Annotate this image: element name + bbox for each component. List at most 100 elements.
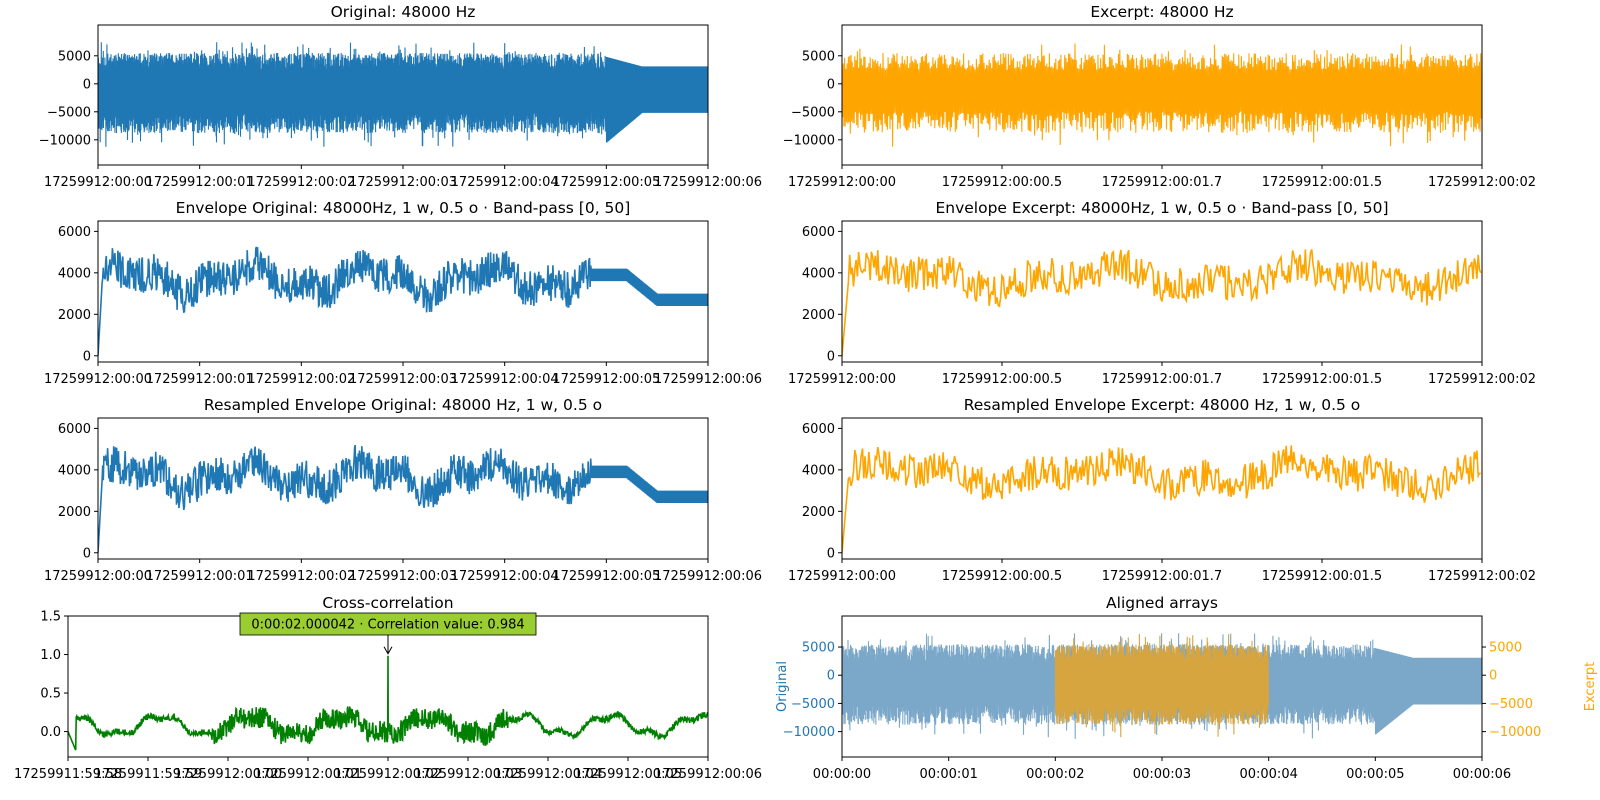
x-tick-label: 17259912:00:02 [334, 767, 442, 782]
x-tick-label: 17259912:00:01.7 [1102, 569, 1222, 584]
x-tick-label: 17259912:00:01 [254, 767, 362, 782]
env_exc-series-line [842, 249, 1482, 356]
x-tick-label: 17259912:00:04 [451, 569, 559, 584]
axes-frame [841, 417, 1483, 560]
chart-title: Cross-correlation [322, 594, 453, 612]
y-tick-label: 0 [827, 669, 835, 684]
chart-title: Aligned arrays [1106, 594, 1218, 612]
x-tick-label: 00:00:01 [919, 767, 977, 782]
plot-area [98, 42, 708, 147]
y-tick-label: 2000 [802, 505, 835, 520]
x-tick-label: 17259912:00:01 [146, 175, 254, 190]
y-tick-label: 2000 [802, 308, 835, 323]
rs_exc-series-line [842, 445, 1481, 553]
y-tick-label: 5000 [802, 49, 835, 64]
axes-frame [841, 220, 1483, 363]
xcorr-series-line [68, 655, 708, 751]
y-tick-label: 0.0 [40, 725, 61, 740]
y-tick-label: −5000 [791, 697, 835, 712]
chart-title: Original: 48000 Hz [331, 3, 476, 21]
axes-frame [841, 24, 1483, 166]
x-tick-label: 00:00:03 [1133, 767, 1191, 782]
x-tick-label: 17259912:00:01.7 [1102, 372, 1222, 387]
chart-xcorr: Cross-correlation 0.0 0.5 1.0 1.5 17259911:59… [14, 594, 762, 782]
right-y-tick-label: 0 [1489, 669, 1497, 684]
y-tick-label: −5000 [47, 105, 91, 120]
y-tick-label: 1.0 [40, 648, 61, 663]
x-tick-label: 00:00:05 [1346, 767, 1404, 782]
x-tick-label: 17259911:59:58 [14, 767, 122, 782]
plot-area [98, 444, 708, 553]
x-tick-label: 00:00:06 [1453, 767, 1511, 782]
x-tick-label: 17259912:00:01 [146, 569, 254, 584]
axes-frame [97, 417, 709, 560]
x-tick-label: 17259912:00:02 [247, 372, 355, 387]
x-tick-label: 17259912:00:00 [174, 767, 282, 782]
x-tick-label: 17259912:00:02 [247, 175, 355, 190]
x-tick-label: 17259912:00:00 [788, 372, 896, 387]
x-tick-label: 17259912:00:00 [788, 175, 896, 190]
x-tick-label: 17259912:00:05 [552, 175, 660, 190]
y-tick-label: 0 [83, 77, 91, 92]
chart-title: Resampled Envelope Excerpt: 48000 Hz, 1 … [964, 396, 1361, 414]
x-tick-label: 17259912:00:02 [1428, 175, 1536, 190]
orig-series-line [98, 42, 708, 147]
x-tick-label: 17259912:00:02 [1428, 569, 1536, 584]
chart-rs_exc: Resampled Envelope Excerpt: 48000 Hz, 1 … [788, 396, 1536, 584]
right-axis-label: Excerpt [1583, 662, 1598, 712]
chart-title: Envelope Excerpt: 48000Hz, 1 w, 0.5 o · … [935, 199, 1388, 217]
chart-rs_orig: Resampled Envelope Original: 48000 Hz, 1… [44, 396, 762, 584]
x-tick-label: 17259912:00:06 [654, 767, 762, 782]
y-tick-label: 0 [827, 77, 835, 92]
x-tick-label: 00:00:02 [1026, 767, 1084, 782]
x-tick-label: 17259912:00:03 [349, 372, 457, 387]
chart-title: Excerpt: 48000 Hz [1090, 3, 1233, 21]
plot-area [68, 655, 708, 751]
chart-env_exc: Envelope Excerpt: 48000Hz, 1 w, 0.5 o · … [788, 199, 1536, 387]
plot-area [842, 43, 1482, 147]
chart-orig: Original: 48000 Hz 5000 0 −5000 −10000 172599… [39, 3, 762, 190]
x-tick-label: 17259912:00:00 [44, 175, 152, 190]
x-tick-label: 17259912:00:05 [574, 767, 682, 782]
y-tick-label: 4000 [58, 463, 91, 478]
x-tick-label: 17259912:00:00.5 [942, 175, 1062, 190]
x-tick-label: 17259912:00:03 [414, 767, 522, 782]
chart-env_orig: Envelope Original: 48000Hz, 1 w, 0.5 o ·… [44, 199, 762, 387]
x-tick-label: 17259912:00:05 [552, 372, 660, 387]
x-tick-label: 17259912:00:01 [146, 372, 254, 387]
y-tick-label: 2000 [58, 308, 91, 323]
left-axis-label: Original [775, 661, 790, 712]
x-tick-label: 17259912:00:03 [349, 569, 457, 584]
x-tick-label: 17259912:00:06 [654, 569, 762, 584]
x-tick-label: 17259912:00:01.5 [1262, 175, 1382, 190]
y-tick-label: 4000 [58, 266, 91, 281]
series-excerpt-line [1054, 633, 1270, 738]
x-tick-label: 00:00:00 [813, 767, 871, 782]
y-tick-label: −10000 [783, 725, 835, 740]
y-tick-label: 5000 [58, 49, 91, 64]
x-tick-label: 17259912:00:00 [788, 569, 896, 584]
x-tick-label: 17259912:00:01.7 [1102, 175, 1222, 190]
axes-frame [97, 24, 709, 166]
plot-area [98, 246, 708, 356]
x-tick-label: 17259912:00:00 [44, 569, 152, 584]
x-tick-label: 17259912:00:00.5 [942, 372, 1062, 387]
y-tick-label: 0 [83, 546, 91, 561]
chart-title: Envelope Original: 48000Hz, 1 w, 0.5 o ·… [176, 199, 631, 217]
chart-exc: Excerpt: 48000 Hz 5000 0 −5000 −10000 1725991… [783, 3, 1536, 190]
y-tick-label: −10000 [783, 133, 835, 148]
right-y-tick-label: −10000 [1489, 725, 1541, 740]
x-tick-label: 17259912:00:06 [654, 372, 762, 387]
peak-annotation-text: 0:00:02.000042 · Correlation value: 0.98… [251, 618, 524, 633]
y-tick-label: 0 [827, 349, 835, 364]
x-tick-label: 17259911:59:59 [94, 767, 202, 782]
y-tick-label: −10000 [39, 133, 91, 148]
axes-frame [97, 220, 709, 363]
y-tick-label: 2000 [58, 505, 91, 520]
y-tick-label: 1.5 [40, 610, 61, 625]
y-tick-label: 0 [83, 349, 91, 364]
exc-series-line [842, 43, 1482, 147]
x-tick-label: 17259912:00:02 [247, 569, 355, 584]
y-tick-label: 4000 [802, 463, 835, 478]
